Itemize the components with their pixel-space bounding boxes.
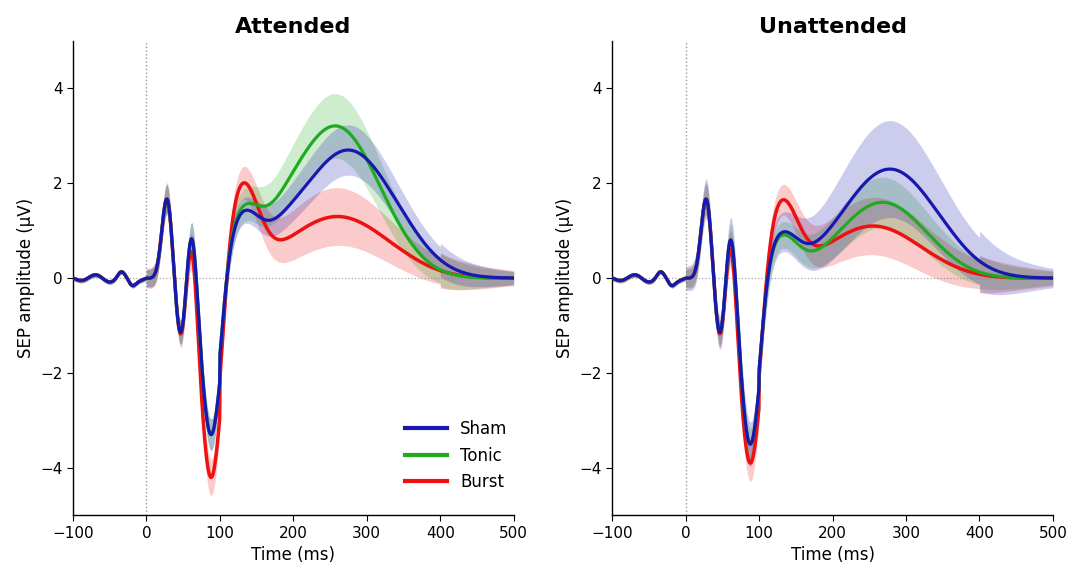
Title: Attended: Attended [235,17,351,37]
Y-axis label: SEP amplitude (μV): SEP amplitude (μV) [16,198,35,358]
Legend: Sham, Tonic, Burst: Sham, Tonic, Burst [399,414,514,497]
Title: Unattended: Unattended [759,17,906,37]
Y-axis label: SEP amplitude (μV): SEP amplitude (μV) [556,198,573,358]
X-axis label: Time (ms): Time (ms) [790,546,875,564]
X-axis label: Time (ms): Time (ms) [251,546,335,564]
